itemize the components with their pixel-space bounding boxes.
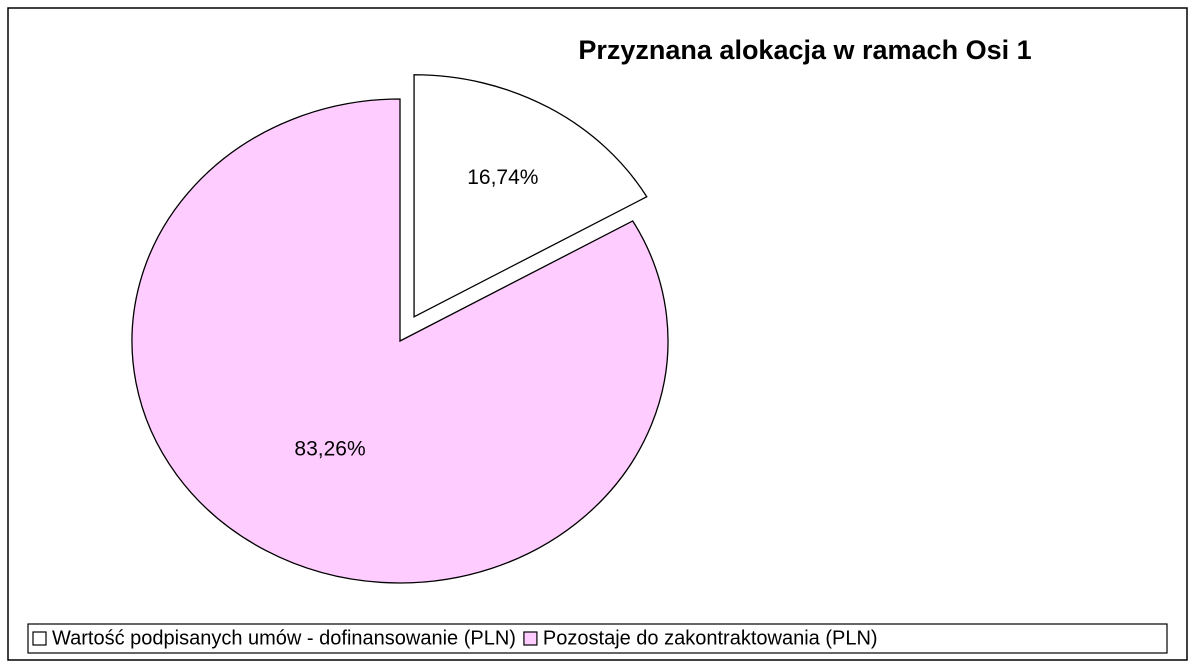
legend-box — [27, 623, 1168, 654]
legend-swatch — [32, 631, 47, 646]
pie-slice — [413, 74, 648, 318]
pie-slice — [131, 98, 669, 584]
data-label: 16,74% — [467, 166, 538, 189]
legend-swatch — [523, 631, 538, 646]
data-label: 83,26% — [294, 437, 365, 460]
chart-title: Przyznana alokacja w ramach Osi 1 — [578, 35, 1031, 65]
legend-label: Wartość podpisanych umów - dofinansowani… — [52, 627, 516, 649]
legend-label: Pozostaje do zakontraktowania (PLN) — [543, 627, 878, 649]
